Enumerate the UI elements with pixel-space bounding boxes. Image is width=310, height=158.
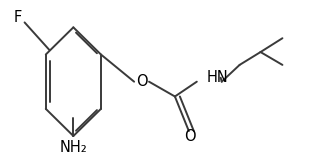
Text: O: O bbox=[136, 74, 148, 89]
Text: HN: HN bbox=[207, 70, 228, 85]
Text: F: F bbox=[14, 10, 22, 25]
Text: O: O bbox=[184, 130, 196, 144]
Text: NH₂: NH₂ bbox=[60, 140, 87, 155]
